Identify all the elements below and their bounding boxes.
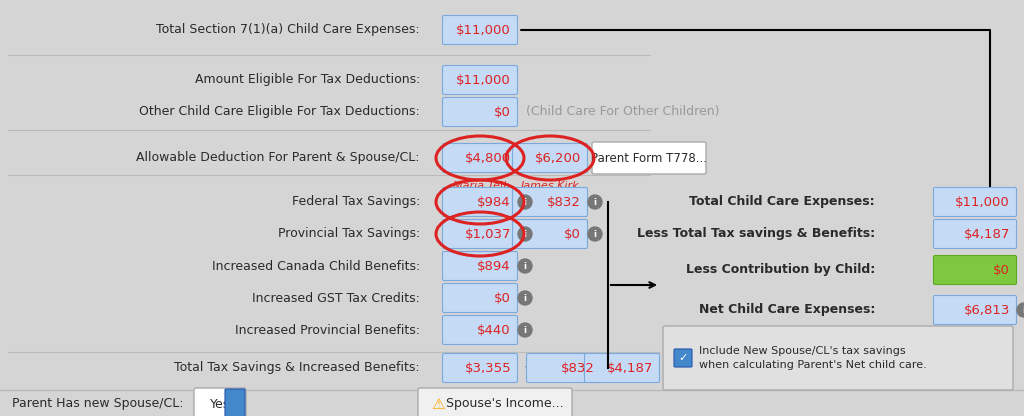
FancyBboxPatch shape — [442, 220, 517, 248]
FancyBboxPatch shape — [526, 354, 601, 382]
Text: Parent Has new Spouse/CL:: Parent Has new Spouse/CL: — [12, 398, 183, 411]
Text: $832: $832 — [561, 362, 595, 374]
Text: $11,000: $11,000 — [955, 196, 1010, 208]
Text: Amount Eligible For Tax Deductions:: Amount Eligible For Tax Deductions: — [195, 74, 420, 87]
Text: +: + — [523, 361, 537, 376]
FancyBboxPatch shape — [934, 255, 1017, 285]
FancyBboxPatch shape — [418, 388, 572, 416]
Text: $0: $0 — [495, 292, 511, 305]
Circle shape — [588, 227, 602, 241]
Text: Allowable Deduction For Parent & Spouse/CL:: Allowable Deduction For Parent & Spouse/… — [136, 151, 420, 164]
FancyBboxPatch shape — [592, 142, 706, 174]
FancyBboxPatch shape — [442, 144, 517, 173]
FancyBboxPatch shape — [663, 326, 1013, 390]
Text: =: = — [607, 361, 621, 376]
Text: ▲: ▲ — [232, 398, 238, 404]
Text: $832: $832 — [547, 196, 581, 208]
FancyBboxPatch shape — [674, 349, 692, 367]
FancyBboxPatch shape — [442, 315, 517, 344]
FancyBboxPatch shape — [442, 65, 517, 94]
Text: i: i — [594, 198, 597, 207]
Circle shape — [518, 259, 532, 273]
Text: $11,000: $11,000 — [457, 23, 511, 37]
Text: Maria Tell: Maria Tell — [454, 181, 507, 191]
Text: Increased GST Tax Credits:: Increased GST Tax Credits: — [252, 292, 420, 305]
FancyBboxPatch shape — [934, 188, 1017, 216]
Text: i: i — [594, 230, 597, 239]
FancyBboxPatch shape — [442, 354, 517, 382]
Circle shape — [518, 291, 532, 305]
FancyBboxPatch shape — [442, 97, 517, 126]
Circle shape — [588, 195, 602, 209]
Text: i: i — [1023, 306, 1024, 315]
Text: $3,355: $3,355 — [464, 362, 511, 374]
Text: $0: $0 — [495, 106, 511, 119]
Text: James Kirk: James Kirk — [520, 181, 580, 191]
Circle shape — [518, 195, 532, 209]
Text: ▼: ▼ — [232, 406, 238, 412]
Text: i: i — [523, 294, 526, 303]
Text: $984: $984 — [477, 196, 511, 208]
Text: Yes: Yes — [210, 398, 230, 411]
Text: Include New Spouse/CL's tax savings
when calculating Parent's Net child care.: Include New Spouse/CL's tax savings when… — [699, 346, 927, 370]
Text: Less Total Tax savings & Benefits:: Less Total Tax savings & Benefits: — [637, 228, 874, 240]
FancyBboxPatch shape — [512, 220, 588, 248]
Text: $4,187: $4,187 — [606, 362, 653, 374]
Text: (Child Care For Other Children): (Child Care For Other Children) — [526, 106, 720, 119]
Circle shape — [518, 323, 532, 337]
Text: Spouse's Income...: Spouse's Income... — [446, 398, 564, 411]
Text: i: i — [523, 198, 526, 207]
Text: Federal Tax Savings:: Federal Tax Savings: — [292, 196, 420, 208]
Text: Less Contribution by Child:: Less Contribution by Child: — [686, 263, 874, 277]
Text: i: i — [523, 262, 526, 271]
Text: Net Child Care Expenses:: Net Child Care Expenses: — [698, 304, 874, 317]
FancyBboxPatch shape — [934, 220, 1017, 248]
Text: $440: $440 — [477, 324, 511, 337]
Text: Increased Provincial Benefits:: Increased Provincial Benefits: — [234, 324, 420, 337]
Text: Total Child Care Expenses:: Total Child Care Expenses: — [689, 196, 874, 208]
Text: Total Tax Savings & Increased Benefits:: Total Tax Savings & Increased Benefits: — [174, 362, 420, 374]
FancyBboxPatch shape — [934, 295, 1017, 324]
Text: i: i — [523, 230, 526, 239]
Text: Other Child Care Eligible For Tax Deductions:: Other Child Care Eligible For Tax Deduct… — [139, 106, 420, 119]
Circle shape — [518, 227, 532, 241]
Text: Parent Form T778...: Parent Form T778... — [591, 151, 707, 164]
Text: $4,187: $4,187 — [964, 228, 1010, 240]
Text: $6,813: $6,813 — [964, 304, 1010, 317]
FancyBboxPatch shape — [512, 144, 588, 173]
FancyBboxPatch shape — [442, 252, 517, 280]
Text: Provincial Tax Savings:: Provincial Tax Savings: — [278, 228, 420, 240]
FancyBboxPatch shape — [225, 389, 245, 416]
Text: $6,200: $6,200 — [535, 151, 581, 164]
Text: $894: $894 — [477, 260, 511, 272]
Text: $0: $0 — [993, 263, 1010, 277]
FancyBboxPatch shape — [194, 388, 246, 416]
Text: $4,800: $4,800 — [465, 151, 511, 164]
Text: ✓: ✓ — [678, 353, 688, 363]
Circle shape — [1017, 303, 1024, 317]
FancyBboxPatch shape — [442, 15, 517, 45]
Text: $1,037: $1,037 — [465, 228, 511, 240]
Text: $0: $0 — [564, 228, 581, 240]
FancyBboxPatch shape — [585, 354, 659, 382]
FancyBboxPatch shape — [512, 188, 588, 216]
Text: Increased Canada Child Benefits:: Increased Canada Child Benefits: — [212, 260, 420, 272]
FancyBboxPatch shape — [442, 283, 517, 312]
Text: i: i — [523, 326, 526, 335]
Text: $11,000: $11,000 — [457, 74, 511, 87]
FancyBboxPatch shape — [442, 188, 517, 216]
Text: ⚠: ⚠ — [431, 396, 444, 411]
Text: Total Section 7(1)(a) Child Care Expenses:: Total Section 7(1)(a) Child Care Expense… — [157, 23, 420, 37]
